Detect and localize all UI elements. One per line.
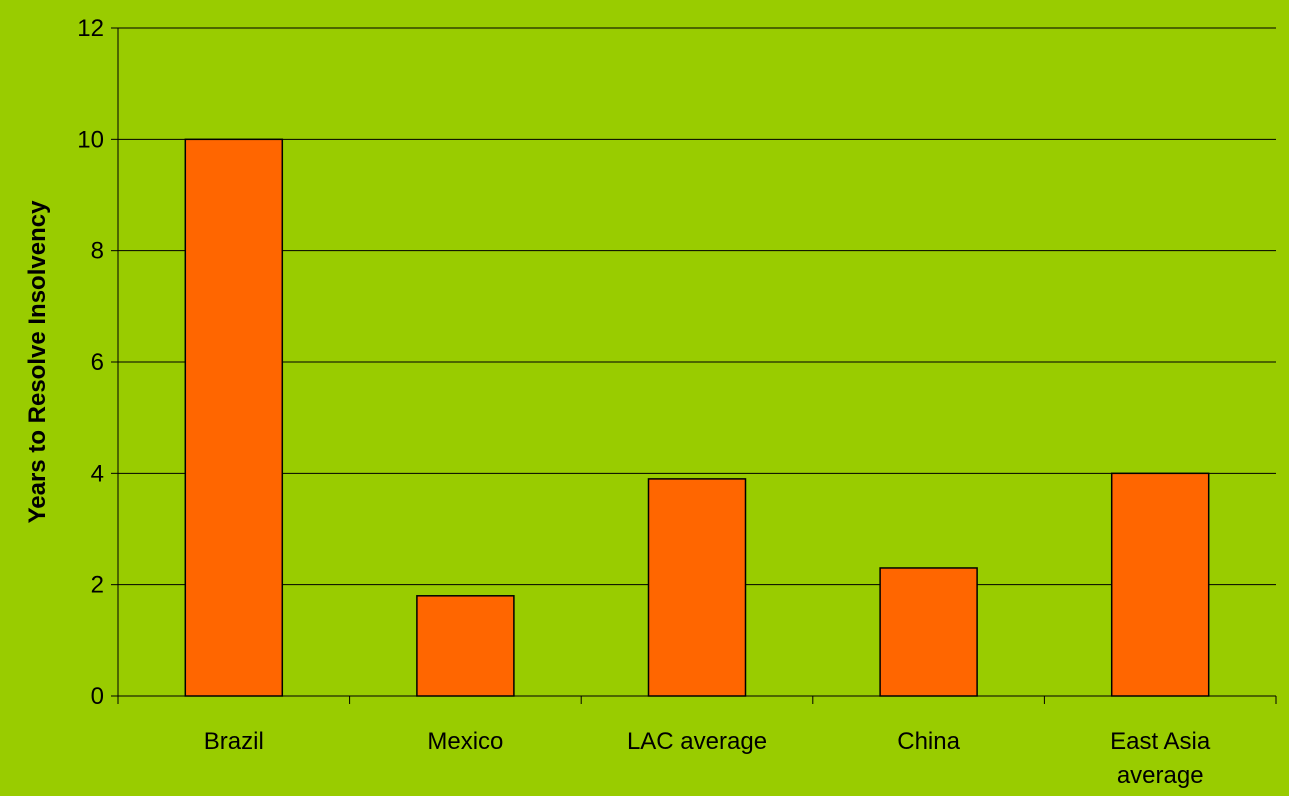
x-tick-label-line: China [897, 728, 960, 755]
y-axis-title: Years to Resolve Insolvency [24, 200, 51, 523]
bars [184, 138, 1210, 697]
axes [111, 27, 1277, 704]
gridlines [118, 27, 1276, 586]
tick-labels: 0 2 4 6 8 10 12 Brazil Mexico LAC average China Eas… [77, 15, 1211, 789]
y-tick-label: 12 [77, 15, 104, 42]
x-tick-label-line: LAC average [627, 728, 767, 755]
y-tick-label: 2 [91, 572, 104, 599]
x-tick-label-line: Mexico [427, 728, 503, 755]
x-tick-label: Brazil [204, 728, 264, 755]
x-tick-label: China [897, 728, 960, 755]
x-tick-label-line: East Asia [1110, 728, 1211, 755]
bar [1110, 472, 1210, 697]
bar [647, 478, 747, 697]
x-tick-label: LAC average [627, 728, 767, 755]
y-tick-label: 0 [91, 683, 104, 710]
y-tick-label: 6 [91, 349, 104, 376]
bar [416, 595, 515, 697]
x-tick-label-line: average [1117, 762, 1204, 789]
x-tick-label: Mexico [427, 728, 503, 755]
y-tick-label: 4 [91, 460, 104, 487]
bar [184, 138, 284, 697]
bar [879, 567, 978, 697]
x-tick-label-line: Brazil [204, 728, 264, 755]
y-tick-label: 10 [77, 126, 104, 153]
y-tick-label: 8 [91, 238, 104, 265]
x-tick-label: East Asia average [1110, 728, 1211, 789]
